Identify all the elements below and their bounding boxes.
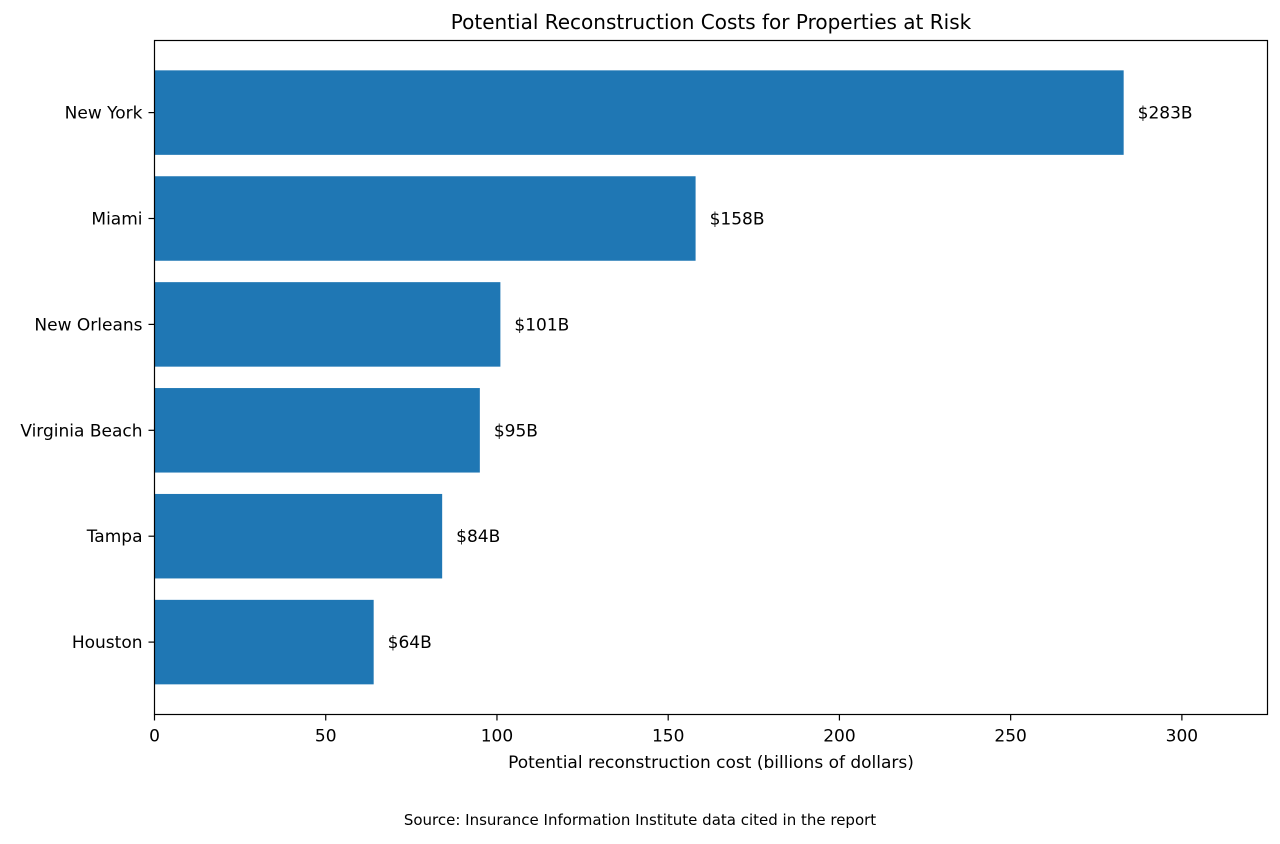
value-label-new-orleans: $101B: [514, 315, 569, 335]
value-label-tampa: $84B: [456, 527, 500, 547]
value-label-miami: $158B: [710, 210, 765, 230]
bar-new-orleans: [154, 282, 501, 367]
x-tick-label-100: 100: [481, 727, 513, 747]
bar-virginia-beach: [154, 388, 480, 473]
x-axis: 0 50 100 150 200 250 300: [149, 714, 1198, 747]
bar-new-york: [154, 70, 1124, 155]
value-label-virginia-beach: $95B: [494, 421, 538, 441]
y-tick-label-tampa: Tampa: [86, 527, 143, 547]
value-label-houston: $64B: [388, 633, 432, 653]
x-tick-label-200: 200: [823, 727, 855, 747]
x-tick-label-50: 50: [315, 727, 337, 747]
y-tick-label-new-orleans: New Orleans: [34, 315, 142, 335]
x-tick-label-150: 150: [652, 727, 684, 747]
value-labels-group: $283B $158B $101B $95B $84B $64B: [388, 104, 1193, 653]
y-axis: New York Miami New Orleans Virginia Beach Ta…: [20, 104, 155, 653]
x-tick-label-250: 250: [994, 727, 1026, 747]
x-axis-label: Potential reconstruction cost (billions …: [508, 753, 914, 773]
bar-tampa: [154, 493, 443, 579]
chart-title: Potential Reconstruction Costs for Prope…: [451, 10, 972, 34]
bars-group: [154, 70, 1124, 685]
bar-miami: [154, 176, 696, 261]
bar-houston: [154, 599, 374, 685]
y-tick-label-new-york: New York: [65, 104, 143, 124]
source-note: Source: Insurance Information Institute …: [404, 811, 876, 829]
x-tick-label-0: 0: [149, 727, 160, 747]
value-label-new-york: $283B: [1138, 104, 1193, 124]
y-tick-label-virginia-beach: Virginia Beach: [20, 421, 142, 441]
plot-frame: [153, 39, 1269, 716]
y-tick-label-miami: Miami: [91, 210, 142, 230]
x-tick-label-300: 300: [1166, 727, 1198, 747]
y-tick-label-houston: Houston: [72, 633, 143, 653]
